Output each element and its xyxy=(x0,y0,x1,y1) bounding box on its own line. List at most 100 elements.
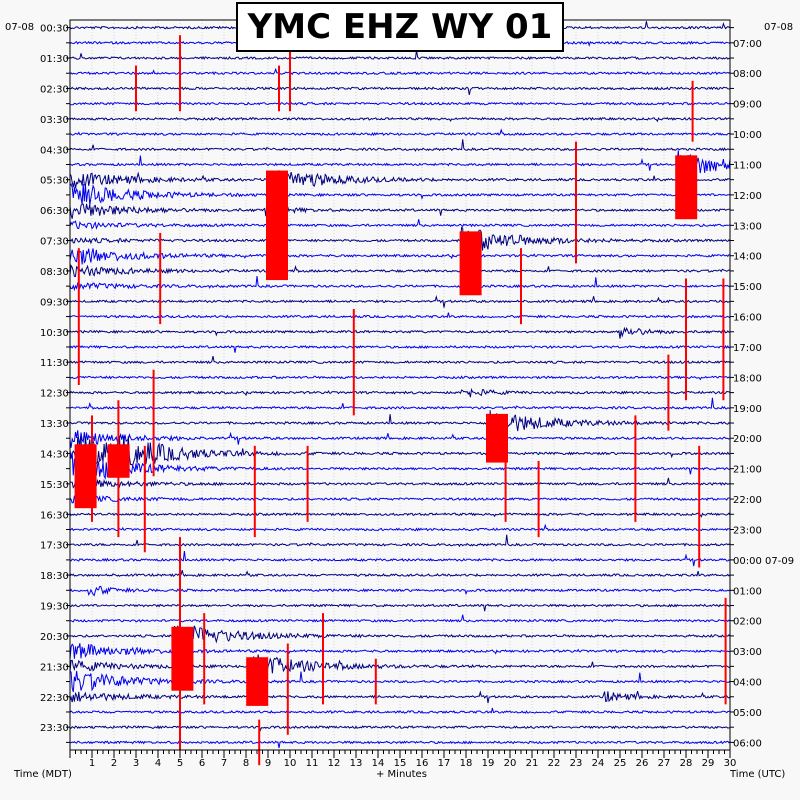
trace-row xyxy=(69,387,731,398)
trace-row xyxy=(69,707,731,714)
trace-row xyxy=(69,450,731,483)
trace-row xyxy=(69,116,731,123)
trace-row xyxy=(69,410,731,436)
right-time-label: 12:00 xyxy=(733,191,762,202)
x-tick-label: 2 xyxy=(111,758,117,769)
trace-row xyxy=(69,203,731,219)
x-tick-label: 6 xyxy=(199,758,205,769)
x-tick-label: 15 xyxy=(394,758,407,769)
right-time-label: 09:00 xyxy=(733,100,762,111)
trace-row xyxy=(69,494,730,504)
left-date-label: 07-08 xyxy=(5,22,34,33)
x-tick-label: 23 xyxy=(570,758,583,769)
trace-row xyxy=(69,67,731,76)
left-time-label: 04:30 xyxy=(40,145,69,156)
left-time-label: 07:30 xyxy=(40,237,69,248)
label-layer: 07-08 07-08 Time (MDT) + Minutes Time (U… xyxy=(5,22,794,780)
left-time-label: 01:30 xyxy=(40,54,69,65)
right-time-label: 07:00 xyxy=(733,39,762,50)
right-time-label: 19:00 xyxy=(733,404,762,415)
right-time-label: 02:00 xyxy=(733,617,762,628)
left-time-label: 02:30 xyxy=(40,84,69,95)
trace-row xyxy=(69,128,731,137)
trace-row xyxy=(69,183,731,206)
trace-row xyxy=(69,248,731,265)
title-box: YMC EHZ WY 01 xyxy=(236,2,564,52)
trace-row xyxy=(69,512,731,518)
right-time-label: 04:00 xyxy=(733,678,762,689)
trace-row xyxy=(69,625,731,646)
x-tick-label: 16 xyxy=(416,758,429,769)
clipped-event-block xyxy=(74,444,97,509)
x-tick-label: 27 xyxy=(658,758,671,769)
trace-row xyxy=(69,375,731,381)
left-axis-caption: Time (MDT) xyxy=(13,769,72,780)
x-tick-label: 26 xyxy=(636,758,649,769)
x-tick-label: 29 xyxy=(702,758,715,769)
left-time-label: 15:30 xyxy=(40,480,69,491)
trace-row xyxy=(69,264,731,277)
x-tick-label: 30 xyxy=(724,758,737,769)
right-time-label: 21:00 xyxy=(733,465,762,476)
right-time-label: 14:00 xyxy=(733,252,762,263)
right-time-label: 13:00 xyxy=(733,221,762,232)
right-date-label: 07-08 xyxy=(764,22,793,33)
right-axis-caption: Time (UTC) xyxy=(729,769,785,780)
trace-row xyxy=(69,226,731,254)
right-time-label: 06:00 xyxy=(733,738,762,749)
left-time-label: 17:30 xyxy=(40,541,69,552)
x-tick-label: 25 xyxy=(614,758,627,769)
x-tick-label: 8 xyxy=(243,758,249,769)
right-time-label: 01:00 xyxy=(733,586,762,597)
event-layer xyxy=(74,155,698,706)
x-tick-label: 21 xyxy=(526,758,539,769)
clipped-event-block xyxy=(459,231,482,296)
x-tick-label: 13 xyxy=(350,758,363,769)
left-time-label: 11:30 xyxy=(40,358,69,369)
left-time-label: 20:30 xyxy=(40,632,69,643)
x-tick-label: 12 xyxy=(328,758,341,769)
clipped-event-block xyxy=(246,657,269,706)
trace-row xyxy=(69,355,731,365)
trace-row xyxy=(69,150,731,179)
right-time-label: 16:00 xyxy=(733,313,762,324)
left-time-label: 06:30 xyxy=(40,206,69,217)
trace-row xyxy=(69,139,731,152)
x-tick-label: 4 xyxy=(155,758,161,769)
trace-row xyxy=(69,326,731,339)
x-axis-label: + Minutes xyxy=(376,769,427,780)
trace-row xyxy=(69,276,731,292)
x-tick-label: 20 xyxy=(504,758,517,769)
trace-row xyxy=(69,344,731,353)
right-time-label: 08:00 xyxy=(733,69,762,80)
trace-row xyxy=(69,654,731,678)
clipped-event-block xyxy=(266,170,288,281)
x-tick-label: 19 xyxy=(482,758,495,769)
left-time-label: 18:30 xyxy=(40,571,69,582)
left-time-label: 08:30 xyxy=(40,267,69,278)
right-time-label: 23:00 xyxy=(733,525,762,536)
x-tick-label: 24 xyxy=(592,758,605,769)
x-tick-label: 7 xyxy=(221,758,227,769)
right-time-label: 17:00 xyxy=(733,343,762,354)
left-time-label: 21:30 xyxy=(40,662,69,673)
x-tick-label: 18 xyxy=(460,758,473,769)
trace-row xyxy=(69,603,731,612)
left-time-label: 19:30 xyxy=(40,602,69,613)
left-time-label: 00:30 xyxy=(40,24,69,35)
right-time-label: 20:00 xyxy=(733,434,762,445)
x-tick-label: 10 xyxy=(284,758,297,769)
plot-frame xyxy=(69,19,731,751)
clipped-event-block xyxy=(675,155,698,220)
trace-row xyxy=(69,614,731,623)
right-time-label: 15:00 xyxy=(733,282,762,293)
trace-row xyxy=(69,477,731,490)
right-time-label: 00:00 07-09 xyxy=(733,556,794,567)
left-time-label: 13:30 xyxy=(40,419,69,430)
right-time-label: 18:00 xyxy=(733,373,762,384)
right-time-label: 22:00 xyxy=(733,495,762,506)
left-time-label: 03:30 xyxy=(40,115,69,126)
x-tick-label: 5 xyxy=(177,758,183,769)
right-time-label: 05:00 xyxy=(733,708,762,719)
x-tick-label: 17 xyxy=(438,758,451,769)
